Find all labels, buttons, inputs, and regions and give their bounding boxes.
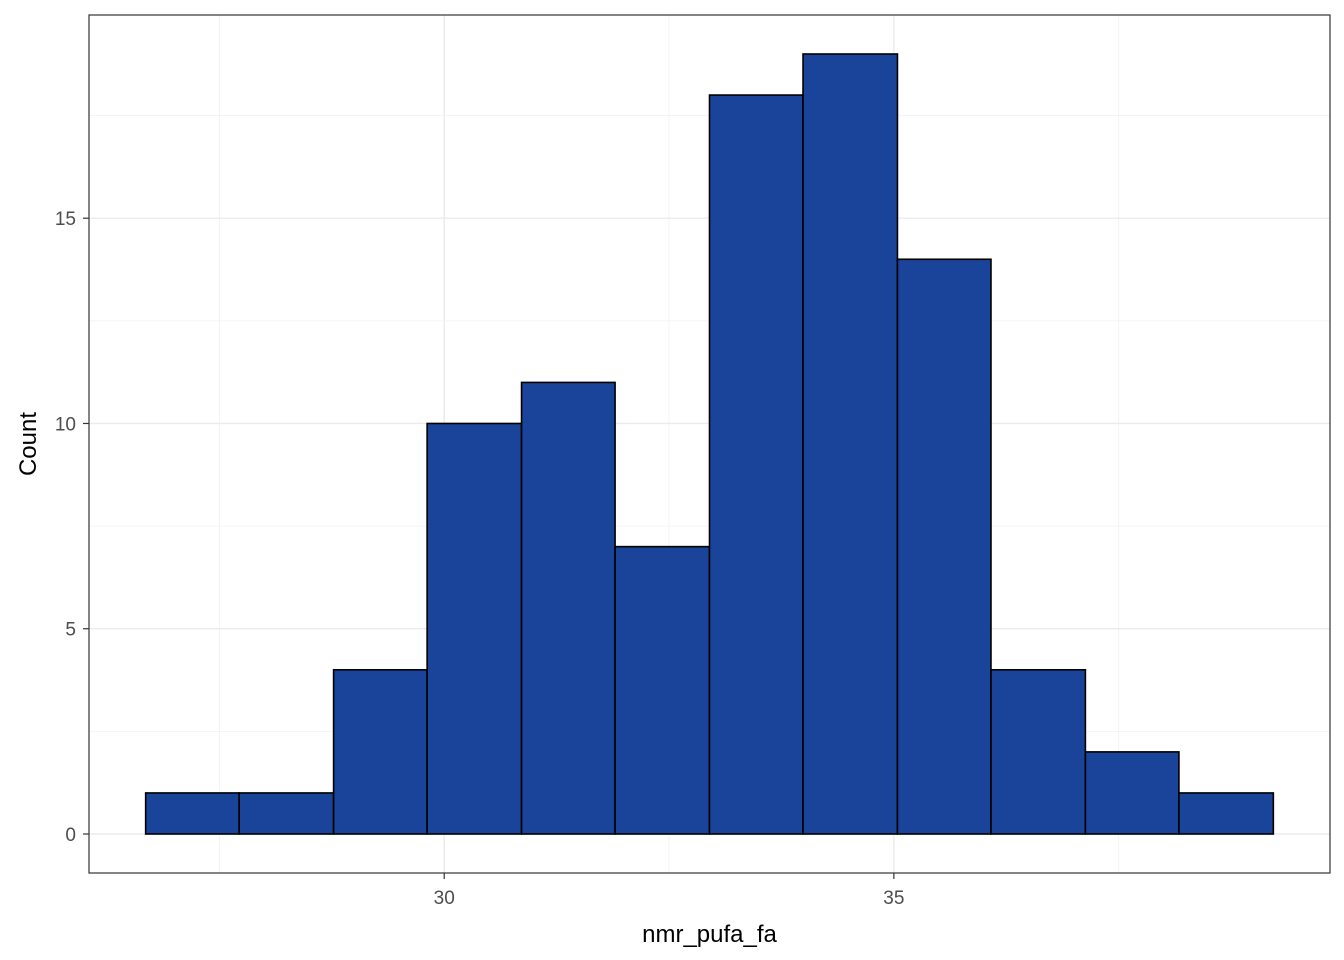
histogram-bar-3 — [332, 668, 428, 835]
panel-border — [88, 14, 1331, 874]
y-tick-label: 5 — [65, 620, 76, 641]
histogram-bar-6 — [614, 545, 711, 835]
y-tick-label: 0 — [65, 825, 76, 846]
x-tick-label: 30 — [434, 888, 455, 909]
histogram-bar-9 — [896, 258, 992, 835]
histogram-bar-4 — [426, 422, 523, 835]
y-axis-title: Count — [15, 412, 42, 476]
bar-layer — [144, 53, 1275, 835]
histogram-bar-10 — [990, 668, 1087, 835]
y-tick-label: 10 — [55, 414, 76, 435]
histogram-bar-8 — [802, 53, 899, 835]
y-tick-label: 15 — [55, 209, 76, 230]
histogram-bar-2 — [238, 792, 335, 835]
x-axis-title: nmr_pufa_fa — [642, 921, 777, 948]
x-tick-label: 35 — [883, 888, 904, 909]
histogram-bar-5 — [520, 381, 616, 835]
histogram-bar-7 — [708, 94, 804, 835]
histogram-bar-11 — [1084, 751, 1180, 835]
histogram-bar-1 — [144, 792, 240, 835]
histogram-bar-12 — [1178, 792, 1275, 835]
tick-layer: 30 35 0 5 10 15 — [55, 209, 905, 909]
